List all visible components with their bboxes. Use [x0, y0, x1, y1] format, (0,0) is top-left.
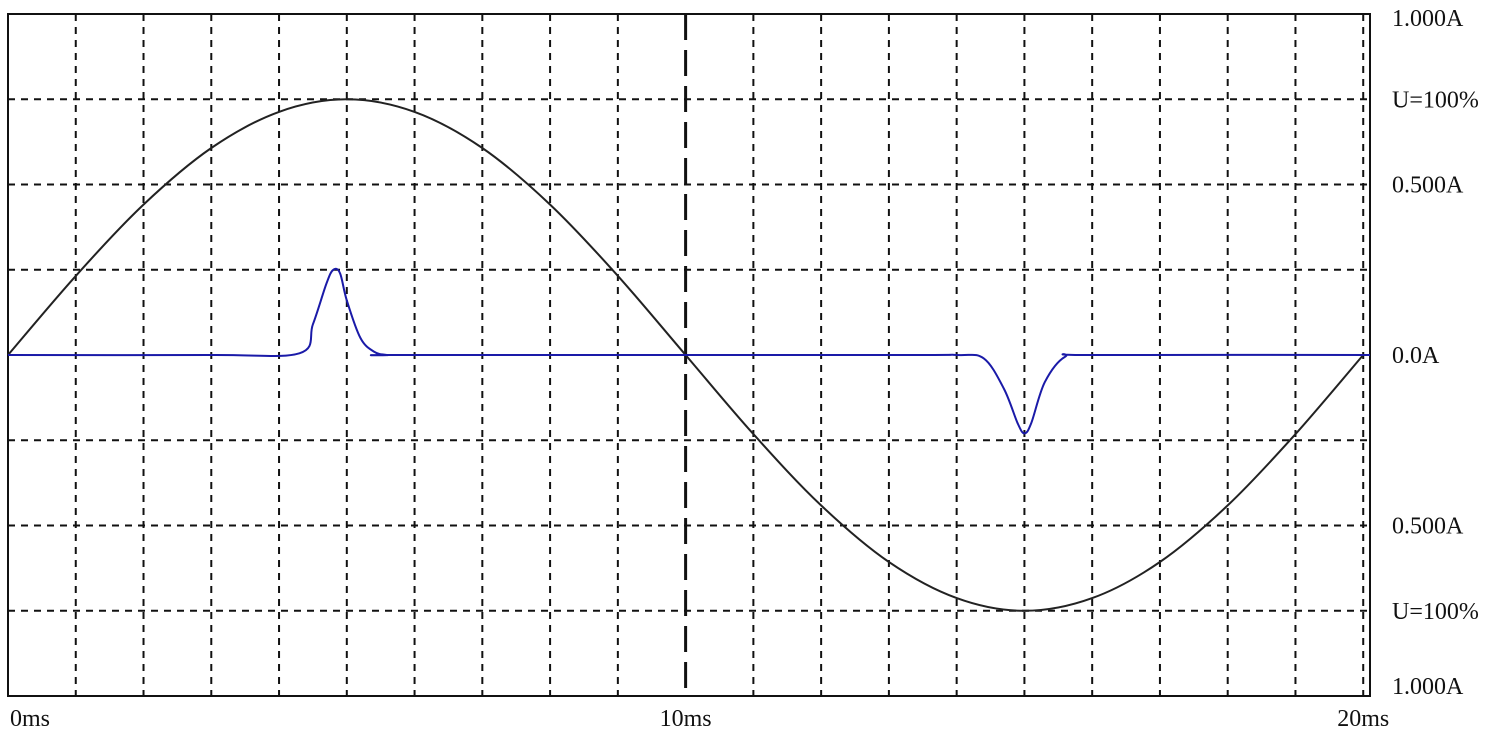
- series-line-2: [7, 267, 1371, 435]
- y-tick-label: U=100%: [1392, 599, 1479, 625]
- x-tick-label: 10ms: [660, 706, 712, 732]
- y-tick-label: 0.500A: [1392, 173, 1464, 199]
- y-tick-label: 1.000A: [1392, 674, 1464, 700]
- y-tick-label: U=100%: [1392, 87, 1479, 113]
- y-tick-label: 0.500A: [1392, 514, 1464, 540]
- x-tick-label: 0ms: [10, 706, 50, 732]
- y-tick-label: 0.0A: [1392, 343, 1440, 369]
- y-tick-label: 1.000A: [1392, 6, 1464, 32]
- y-tick-labels: 1.000A U=100% 0.500A 0.0A 0.500A U=100% 1.000A: [1392, 6, 1479, 700]
- x-tick-labels: 0ms 10ms 20ms: [10, 706, 1389, 732]
- x-tick-label: 20ms: [1337, 706, 1389, 732]
- series-layer: [7, 98, 1371, 612]
